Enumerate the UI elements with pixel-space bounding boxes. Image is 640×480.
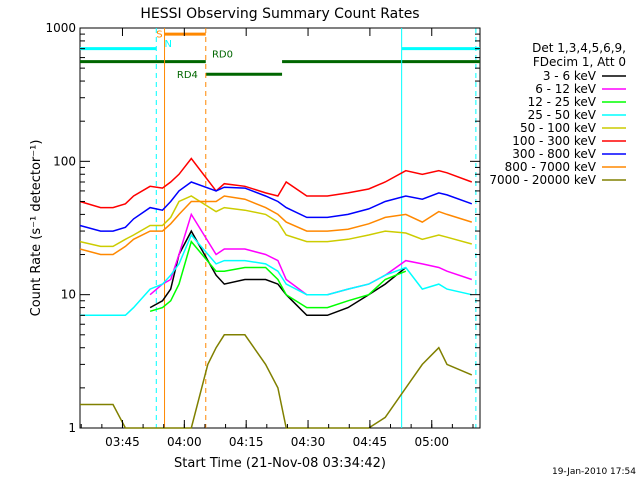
series-line bbox=[79, 181, 473, 232]
y-tick-label: 10 bbox=[61, 288, 76, 302]
x-tick-label: 04:00 bbox=[167, 435, 202, 449]
legend-header-2: FDecim 1, Att 0 bbox=[533, 55, 626, 69]
series-line bbox=[149, 229, 407, 317]
x-axis-label: Start Time (21-Nov-08 03:34:42) bbox=[174, 456, 386, 471]
series-line bbox=[79, 157, 473, 209]
series-line bbox=[149, 240, 407, 313]
footer-timestamp: 19-Jan-2010 17:54 bbox=[552, 467, 636, 477]
legend-label: 12 - 25 keV bbox=[528, 95, 597, 109]
plot-frame bbox=[79, 27, 481, 429]
legend-label: 25 - 50 keV bbox=[528, 108, 597, 122]
series-line bbox=[149, 212, 473, 296]
chart-title: HESSI Observing Summary Count Rates bbox=[140, 6, 419, 22]
annotation-label: S bbox=[156, 29, 162, 40]
legend-label: 800 - 7000 keV bbox=[505, 160, 597, 174]
x-tick-label: 03:45 bbox=[105, 435, 140, 449]
y-tick-label: 1000 bbox=[45, 21, 76, 35]
y-tick-label: 1 bbox=[68, 421, 76, 435]
y-tick-label: 100 bbox=[53, 154, 76, 168]
x-tick-label: 04:45 bbox=[353, 435, 388, 449]
legend-label: 100 - 300 keV bbox=[512, 134, 596, 148]
y-axis-label: Count Rate (s⁻¹ detector⁻¹) bbox=[29, 140, 44, 317]
x-tick-label: 05:00 bbox=[414, 435, 449, 449]
legend-label: 6 - 12 keV bbox=[535, 82, 597, 96]
annotation-label: N bbox=[165, 39, 172, 50]
series-line bbox=[79, 195, 472, 248]
x-tick-label: 04:15 bbox=[229, 435, 264, 449]
legend-label: 300 - 800 keV bbox=[512, 147, 596, 161]
legend-header-1: Det 1,3,4,5,6,9, bbox=[532, 41, 626, 55]
series-line bbox=[80, 233, 472, 317]
legend-label: 3 - 6 keV bbox=[543, 69, 597, 83]
annotation-label: RD4 bbox=[177, 70, 198, 81]
series-line bbox=[79, 195, 473, 256]
series-line bbox=[80, 334, 473, 429]
legend-label: 7000 - 20000 keV bbox=[489, 173, 596, 187]
x-tick-label: 04:30 bbox=[291, 435, 326, 449]
legend-label: 50 - 100 keV bbox=[520, 121, 597, 135]
annotation-label: RD0 bbox=[212, 50, 233, 61]
